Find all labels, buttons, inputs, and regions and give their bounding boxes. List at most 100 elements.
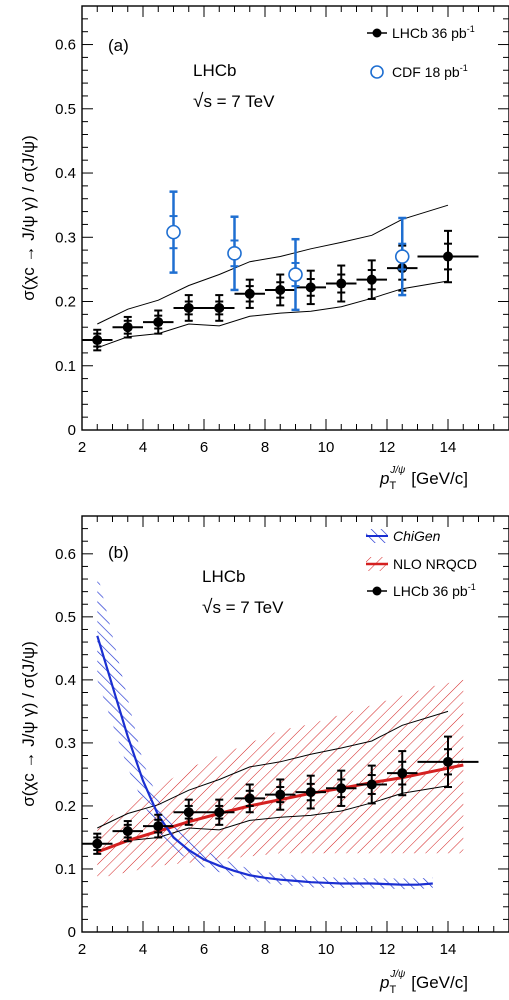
data-point [305, 787, 316, 798]
legend-lhcb-b-sup: -1 [468, 582, 476, 592]
panel-a-xlabel-var: p [379, 469, 389, 488]
panel-b-ylabel: σ(χc → J/ψ γ) / σ(J/ψ) [19, 641, 38, 807]
data-point [183, 302, 194, 313]
panel-a-energy: √s = 7 TeV [193, 91, 275, 112]
data-point [122, 826, 133, 837]
data-point [305, 282, 316, 293]
cdf-data-point [227, 246, 242, 261]
legend-cdf-sup: -1 [460, 63, 468, 73]
panel-b-lhcb-points [82, 735, 479, 855]
panel-a: 2 4 6 8 10 12 14 0 0.1 0.2 0.3 0.4 0.5 0.6 (a) LHCb … [19, 5, 509, 492]
x-tick-label: 4 [139, 439, 147, 456]
panel-a-y-ticks: 0 0.1 0.2 0.3 0.4 0.5 0.6 [55, 18, 509, 439]
data-point [183, 807, 194, 818]
panel-a-energy-value: s = 7 TeV [203, 92, 275, 111]
legend-lhcb-sup: -1 [467, 24, 475, 34]
data-point [122, 322, 133, 333]
y-tick-label: 0.2 [55, 798, 76, 815]
data-point [214, 302, 225, 313]
y-tick-label: 0.6 [55, 37, 76, 54]
data-point [336, 278, 347, 289]
cdf-data-point [394, 249, 410, 264]
panel-a-cdf-points [166, 190, 410, 312]
panel-a-energy-root: √ [193, 91, 204, 112]
data-point [397, 768, 408, 779]
legend-lhcb-b-entry: LHCb 36 pb-1 [393, 582, 476, 599]
panel-b-energy-root: √ [202, 597, 213, 618]
cdf-data-point [288, 267, 303, 282]
y-tick-label: 0.4 [55, 672, 76, 689]
panel-a-xlabel: pT J/ψ [GeV/c] [379, 465, 468, 492]
data-point [153, 317, 164, 328]
y-tick-label: 0.2 [55, 294, 76, 311]
x-tick-label: 10 [318, 941, 335, 958]
panel-b-energy-value: s = 7 TeV [212, 598, 284, 617]
panel-a-polarization-envelope [97, 204, 449, 349]
panel-b-experiment: LHCb [202, 567, 245, 586]
y-tick-label: 0.5 [55, 101, 76, 118]
y-tick-label: 0.4 [55, 165, 76, 182]
data-point [275, 789, 286, 800]
data-point [153, 821, 164, 832]
legend-chigen-label: ChiGen [393, 528, 441, 544]
data-point [244, 288, 255, 299]
data-point [244, 793, 255, 804]
chigen-central-line [96, 635, 433, 886]
panel-a-xlabel-text: [GeV/c] [411, 469, 468, 488]
panel-b-energy: √s = 7 TeV [202, 597, 284, 618]
panel-a-label: (a) [108, 36, 129, 55]
envelope-lower-line [97, 280, 449, 349]
data-point [92, 335, 103, 346]
x-tick-label: 14 [440, 439, 457, 456]
x-tick-label: 14 [440, 941, 457, 958]
y-tick-label: 0.3 [55, 229, 76, 246]
x-tick-label: 8 [261, 439, 269, 456]
panel-a-experiment: LHCb [193, 61, 236, 80]
panel-b-xlabel-var: p [379, 973, 389, 992]
legend-lhcb-b-marker [372, 586, 382, 596]
panel-b-chigen-line [96, 635, 433, 886]
x-tick-label: 10 [318, 439, 335, 456]
panel-b: 2 4 6 8 10 12 14 0 0.1 0.2 0.3 0.4 0.5 0.6 (b) LHCb … [19, 515, 509, 996]
y-tick-label: 0.1 [55, 358, 76, 375]
panel-a-x-ticks: 2 4 6 8 10 12 14 [78, 6, 495, 456]
panel-a-xlabel-sup: J/ψ [389, 465, 406, 476]
legend-lhcb-b-label: LHCb 36 pb [393, 583, 468, 599]
data-point [366, 274, 377, 285]
data-point [443, 756, 453, 767]
panel-b-legend: ChiGen NLO NRQCD LHCb 36 pb-1 [366, 528, 477, 599]
legend-cdf-entry: CDF 18 pb-1 [392, 63, 468, 80]
panel-b-label: (b) [108, 543, 129, 562]
legend-cdf-marker [370, 65, 384, 79]
data-point [275, 284, 286, 295]
data-point [443, 251, 453, 262]
cdf-data-point [166, 224, 181, 240]
data-point [214, 807, 225, 818]
x-tick-label: 4 [139, 941, 147, 958]
x-tick-label: 12 [379, 941, 396, 958]
envelope-upper-line [97, 204, 449, 325]
y-tick-label: 0.3 [55, 735, 76, 752]
panel-b-xlabel: pT J/ψ [GeV/c] [379, 969, 468, 996]
x-tick-label: 6 [200, 439, 208, 456]
y-tick-label: 0.6 [55, 546, 76, 563]
y-tick-label: 0 [68, 924, 76, 941]
y-tick-label: 0.1 [55, 861, 76, 878]
legend-lhcb-label: LHCb 36 pb [392, 25, 467, 41]
data-point [92, 838, 103, 849]
y-tick-label: 0.5 [55, 609, 76, 626]
panel-b-xlabel-text: [GeV/c] [411, 973, 468, 992]
data-point [336, 783, 347, 794]
x-tick-label: 2 [78, 941, 86, 958]
panel-b-y-ticks: 0 0.1 0.2 0.3 0.4 0.5 0.6 [55, 528, 509, 941]
x-tick-label: 6 [200, 941, 208, 958]
panel-a-ylabel: σ(χc → J/ψ γ) / σ(J/ψ) [19, 135, 38, 301]
panel-b-xlabel-sub: T [389, 984, 396, 996]
panel-a-xlabel-sub: T [389, 480, 396, 492]
legend-lhcb-marker [372, 28, 382, 38]
data-point [366, 779, 377, 790]
y-tick-label: 0 [68, 422, 76, 439]
panel-a-legend: LHCb 36 pb-1 CDF 18 pb-1 [367, 24, 475, 80]
legend-nrqcd-label: NLO NRQCD [393, 556, 477, 572]
